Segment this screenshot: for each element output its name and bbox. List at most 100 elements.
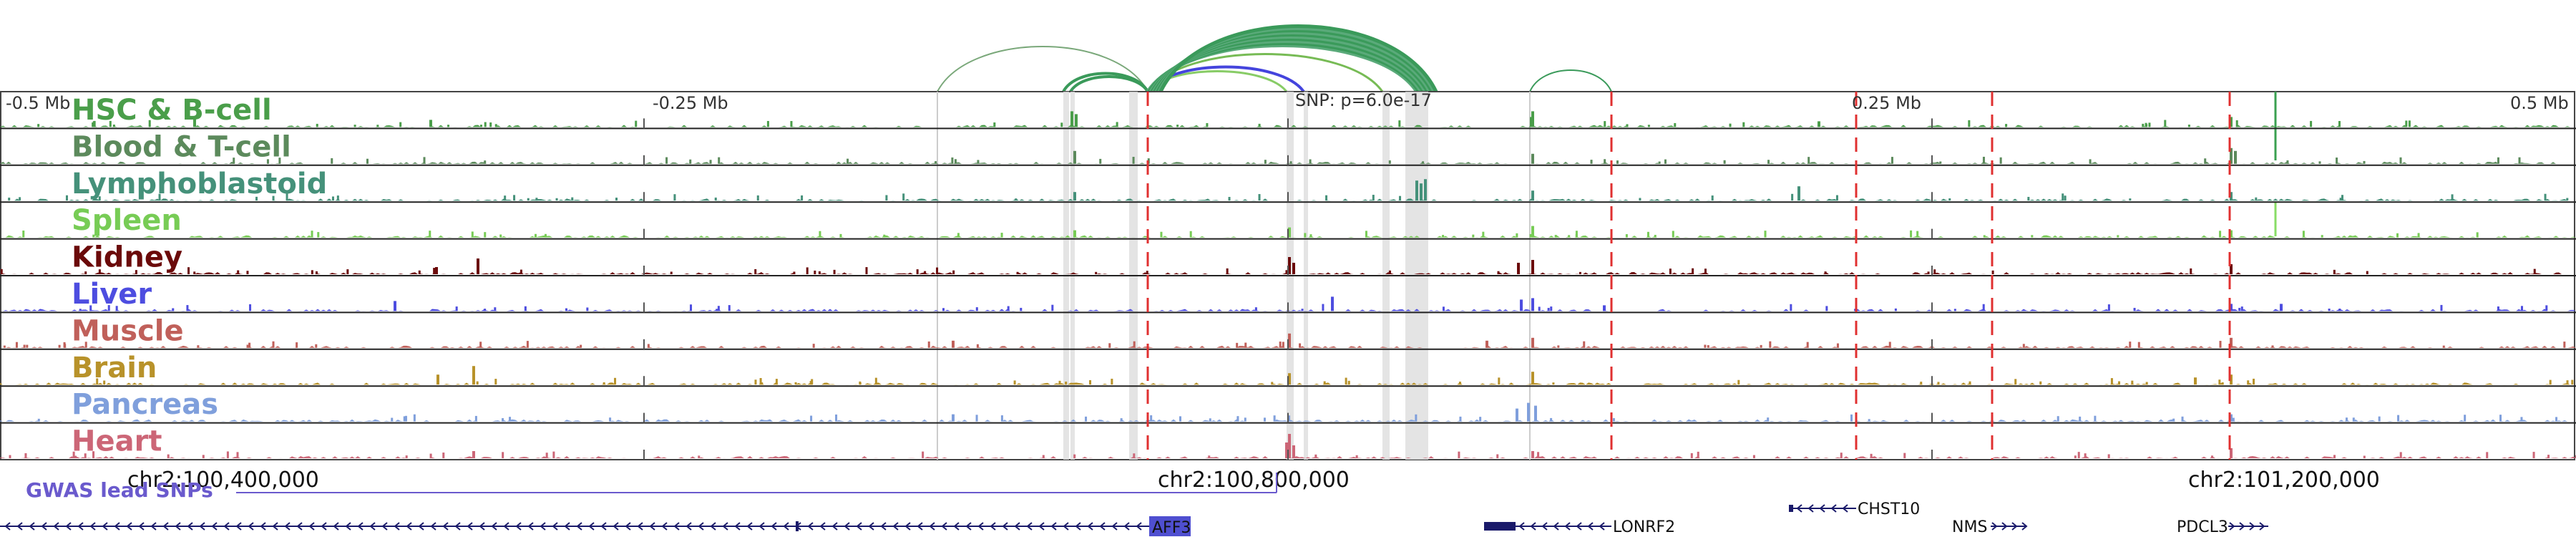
strand-arrow [1819,504,1825,513]
track-signal-bump [2221,382,2224,385]
gene-label-chst10[interactable]: CHST10 [1858,500,1920,518]
track-signal-peak [1531,337,1534,348]
track-signal-bump [1612,418,1615,422]
track-signal-bump [1538,306,1541,311]
strand-arrow [904,522,911,531]
track-signal-bump [226,451,229,458]
track-signal-bump [526,341,529,348]
strand-arrow [65,522,72,531]
gene-label-lonrf2[interactable]: LONRF2 [1613,518,1675,536]
track-signal-bump [186,305,189,311]
track-signal-bump [296,342,298,348]
track-signal-peak [1517,263,1520,274]
track-signal-bump [709,160,712,164]
track-signal-bump [2476,232,2479,238]
track-signal-bump [833,269,836,274]
strand-arrow [686,522,692,531]
track-label: Muscle [72,314,184,347]
track-signal-bump [2094,415,2097,422]
track-signal-bump [2235,120,2238,127]
strand-arrow [503,522,509,531]
track-signal-bump [1285,270,1288,274]
strand-arrow [515,522,522,531]
track-signal-peak [1531,190,1534,201]
track-signal-bump [1051,304,1054,311]
track-signal-peak [1531,298,1534,311]
strand-arrow [1599,522,1605,531]
track-signal-bump [885,195,888,201]
track-signal-peak [1603,305,1606,311]
track-signal-bump [1301,309,1304,311]
track-signal-bump [2190,268,2192,274]
track-signal-bump [2027,196,2030,201]
strand-arrow [564,522,570,531]
strand-arrow [1530,522,1536,531]
track-signal-peak [1516,408,1518,422]
strand-arrow [710,522,716,531]
strand-arrow [1038,522,1045,531]
track-signal-noise [0,198,2576,201]
track-signal-bump [716,309,718,311]
gene-label-pdcl3[interactable]: PDCL3 [2177,518,2228,536]
track-signal-bump [1850,414,1853,422]
strand-arrow [418,522,424,531]
track-signal-bump [63,342,66,348]
gene-label-aff3[interactable]: AFF3 [1152,519,1191,537]
track-signal-peak [1531,451,1534,458]
track-signal-bump [502,418,504,422]
track-signal-bump [1999,157,2002,164]
interaction-arcs [937,24,1612,93]
gene-label-nms[interactable]: NMS [1952,518,1987,536]
track-signal-bump [1160,231,1163,238]
track-signal-bump [2549,379,2552,385]
track-signal-bump [614,377,617,385]
strand-arrow [296,522,303,531]
track-signal-bump [353,125,356,127]
track-signal-bump [2352,417,2355,422]
track-signal-bump [975,415,978,422]
track-signal-bump [835,414,838,422]
track-signal-bump [79,309,82,311]
strand-arrow [831,522,838,531]
track-signal-bump [924,271,927,274]
track-signal-bump [1179,416,1181,422]
track-signal-bump [1933,269,1936,274]
track-signal-peak [1288,257,1291,274]
strand-arrow [1830,504,1837,513]
track-signal-bump [647,344,650,348]
track-signal-bump [916,269,919,274]
track-signal-bump [1639,198,1641,201]
track-signal-bump [2417,233,2420,238]
track-signal-bump [1669,268,1672,274]
track-signal-bump [1835,195,1838,201]
track-signal-bump [187,267,190,274]
ruler-mid-right-label: 0.25 Mb [1852,93,1921,113]
track-signal-bump [1729,123,1732,127]
track-signal-bump [1482,231,1485,238]
track-signal-bump [2240,306,2243,311]
track-signal-bump [236,452,239,458]
track-signal-bump [484,160,487,164]
track-signal-bump [246,271,249,274]
track-signal-bump [2566,198,2569,201]
track-signal-bump [2302,231,2305,238]
strand-arrow [357,522,364,531]
track-signal-noise [0,419,2576,422]
track-signal-bump [1058,380,1061,385]
track-signal-peak [1075,114,1078,127]
track-signal-bump [975,307,978,311]
track-signal-bump [15,342,18,348]
track-signal-bump [172,308,175,311]
track-signal-bump [278,158,281,164]
track-signal-bump [502,452,504,458]
track-signal-bump [1664,159,1667,164]
ruler-mid-left-label: -0.25 Mb [653,93,728,113]
track-signal-peak [435,267,438,274]
track-signal-bump [2118,381,2121,385]
strand-arrow [856,522,862,531]
track-signal-bump [115,306,118,311]
track-signal-bump [2328,309,2331,311]
track-signal-peak [1288,434,1291,458]
strand-arrow [2229,522,2235,531]
strand-arrow [1518,522,1525,531]
